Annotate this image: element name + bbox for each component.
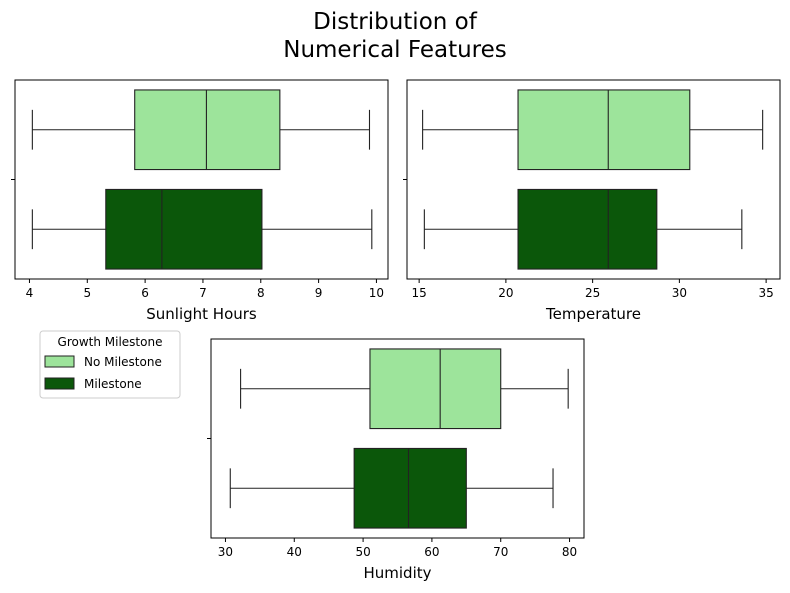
x-tick-label-sunlight-hours-5: 9 (315, 286, 323, 300)
box-temperature-milestone (517, 188, 658, 270)
legend-title: Growth Milestone (58, 335, 163, 349)
x-tick-label-humidity-0: 30 (218, 545, 233, 559)
x-tick-label-sunlight-hours-4: 8 (257, 286, 265, 300)
x-axis-label-temperature: Temperature (545, 305, 641, 323)
x-tick-label-humidity-2: 50 (355, 545, 370, 559)
x-tick-label-sunlight-hours-0: 4 (26, 286, 34, 300)
legend-frame (39, 330, 181, 399)
box-temperature-no-milestone (517, 89, 691, 171)
panel-sunlight-hours: 4 5 6 7 8 9 10 Sunlight Hours (11, 79, 389, 323)
legend-label-no-milestone: No Milestone (84, 355, 162, 369)
x-tick-label-temperature-3: 30 (672, 286, 687, 300)
x-tick-label-sunlight-hours-1: 5 (83, 286, 91, 300)
x-tick-label-temperature-0: 15 (412, 286, 427, 300)
x-tick-label-humidity-1: 40 (287, 545, 302, 559)
figure-title-line-1: Distribution of (313, 9, 478, 35)
box-sunlight-hours-no-milestone (134, 89, 281, 171)
box-humidity-milestone (353, 447, 467, 529)
box-sunlight-hours-milestone (105, 188, 263, 270)
x-axis-label-sunlight-hours: Sunlight Hours (146, 305, 257, 323)
x-tick-label-humidity-4: 70 (493, 545, 508, 559)
figure-title-line-2: Numerical Features (283, 37, 507, 63)
boxplot-panels: 4 5 6 7 8 9 10 Sunlight Hours 15 20 25 30 35 Temperat… (11, 79, 781, 582)
legend-swatch-milestone (44, 377, 75, 390)
x-tick-label-humidity-5: 80 (562, 545, 577, 559)
x-tick-label-sunlight-hours-2: 6 (141, 286, 149, 300)
x-tick-label-sunlight-hours-3: 7 (199, 286, 207, 300)
legend-swatch-no-milestone (44, 355, 75, 368)
legend: Growth Milestone No Milestone Milestone (39, 330, 181, 399)
panel-temperature: 15 20 25 30 35 Temperature (403, 79, 781, 323)
box-humidity-no-milestone (369, 348, 502, 430)
x-tick-label-sunlight-hours-6: 10 (369, 286, 384, 300)
x-tick-label-temperature-4: 35 (758, 286, 773, 300)
legend-label-milestone: Milestone (84, 377, 142, 391)
x-tick-label-humidity-3: 60 (424, 545, 439, 559)
x-tick-label-temperature-2: 25 (585, 286, 600, 300)
x-tick-label-temperature-1: 20 (498, 286, 513, 300)
panel-humidity: 30 40 50 60 70 80 Humidity (207, 338, 585, 582)
x-axis-label-humidity: Humidity (363, 564, 431, 582)
